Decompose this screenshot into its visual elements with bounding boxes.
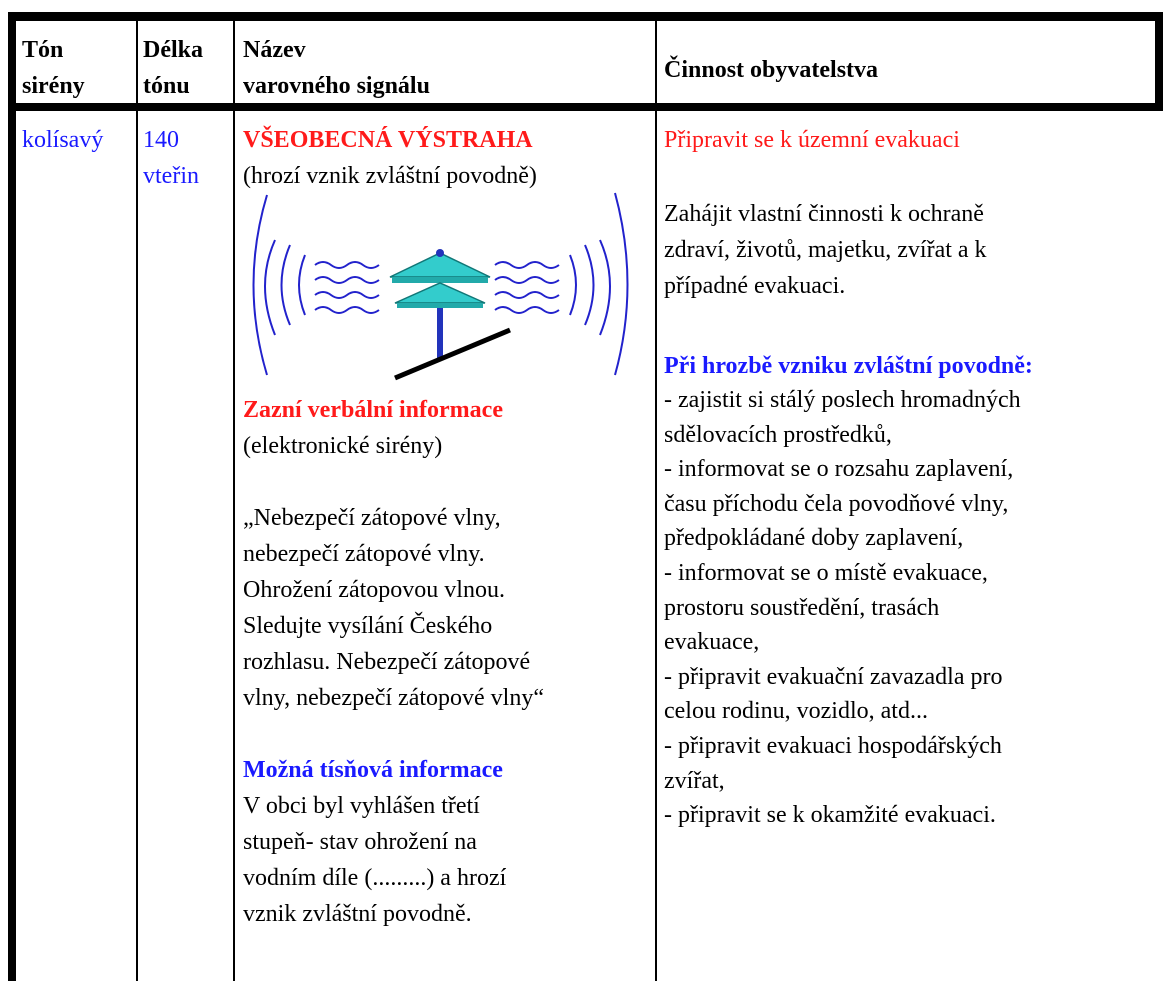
emergency-line: vznik zvláštní povodně. [243,901,472,927]
signal-subtitle: (hrozí vznik zvláštní povodně) [243,163,537,189]
step-line: předpokládané doby zaplavení, [664,525,964,552]
table-border [8,103,1163,111]
column-line [233,21,235,981]
step-line: - informovat se o místě evakuace, [664,560,988,586]
step-line: evakuace, [664,629,760,656]
signal-title: VŠEOBECNÁ VÝSTRAHA [243,127,533,153]
header-cell: Tón [22,37,64,63]
verbal-note: (elektronické sirény) [243,433,443,459]
quote-line: vlny, nebezpečí zátopové vlny“ [243,685,544,711]
verbal-heading: Zazní verbální informace [243,397,503,423]
intro-line: zdraví, životů, majetku, zvířat a k [664,237,987,263]
step-line: sdělovacích prostředků, [664,421,892,448]
table-border [8,12,1163,21]
intro-line: případné evakuaci. [664,273,846,299]
step-line: - připravit se k okamžité evakuaci. [664,802,996,829]
step-line: zvířat, [664,767,725,794]
action-heading: Připravit se k územní evakuaci [664,127,960,153]
quote-line: rozhlasu. Nebezpečí zátopové [243,649,531,675]
header-cell: tónu [143,73,190,99]
duration: 140 [143,127,179,153]
column-line [136,21,138,981]
header-cell: Délka [143,37,203,63]
step-line: prostoru soustředění, trasách [664,594,940,621]
column-line [655,21,657,981]
step-line: - zajistit si stálý poslech hromadných [664,387,1021,413]
emergency-line: V obci byl vyhlášen třetí [243,793,480,819]
step-line: času příchodu čela povodňové vlny, [664,490,1009,517]
emergency-line: stupeň- stav ohrožení na [243,829,477,855]
threat-heading: Při hrozbě vzniku zvláštní povodně: [664,353,1033,379]
quote-line: nebezpečí zátopové vlny. [243,541,485,567]
table-border [1155,12,1163,111]
quote-line: Ohrožení zátopovou vlnou. [243,577,505,603]
duration: vteřin [143,163,199,189]
emergency-line: vodním díle (.........) a hrozí [243,865,507,891]
quote-line: „Nebezpečí zátopové vlny, [243,505,501,531]
step-line: celou rodinu, vozidlo, atd... [664,698,928,725]
intro-line: Zahájit vlastní činnosti k ochraně [664,201,984,227]
table-border [8,12,16,981]
header-cell: varovného signálu [243,73,430,99]
siren-icon [252,192,629,381]
step-line: - informovat se o rozsahu zaplavení, [664,456,1014,483]
step-line: - připravit evakuaci hospodářských [664,733,1002,759]
header-cell: sirény [22,73,85,99]
emergency-heading: Možná tísňová informace [243,757,503,783]
tone: kolísavý [22,127,104,153]
header-cell: Název [243,37,306,63]
quote-line: Sledujte vysílání Českého [243,613,493,639]
step-line: - připravit evakuační zavazadla pro [664,663,1003,690]
header-cell: Činnost obyvatelstva [664,57,879,83]
